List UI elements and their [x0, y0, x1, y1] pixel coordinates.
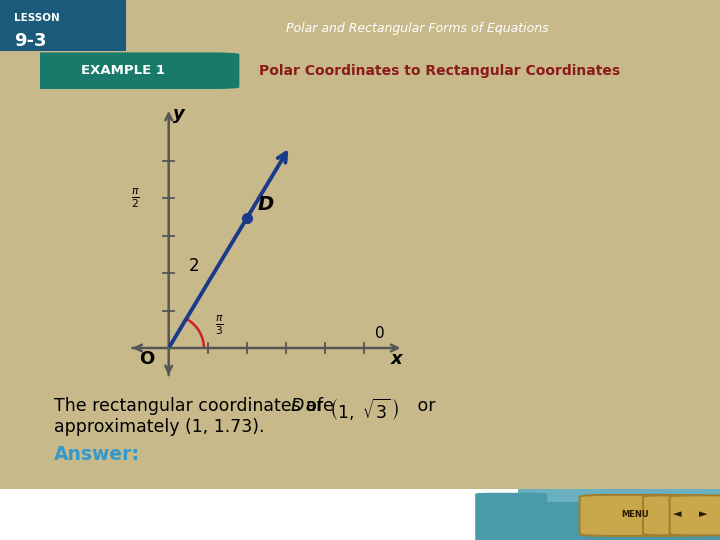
FancyBboxPatch shape: [580, 495, 691, 536]
Text: x: x: [391, 350, 402, 368]
Text: 2: 2: [189, 258, 199, 275]
FancyBboxPatch shape: [670, 495, 720, 535]
FancyBboxPatch shape: [475, 493, 547, 540]
Text: approximately (1, 1.73).: approximately (1, 1.73).: [54, 418, 264, 436]
Text: ►: ►: [699, 509, 708, 519]
Bar: [0, 489, 720, 502]
Text: $\left(1,\ \sqrt{3}\,\right)$: $\left(1,\ \sqrt{3}\,\right)$: [329, 397, 399, 423]
Text: y: y: [173, 105, 185, 123]
FancyBboxPatch shape: [0, 0, 126, 51]
Text: D: D: [290, 397, 304, 415]
Text: Polar Coordinates to Rectangular Coordinates: Polar Coordinates to Rectangular Coordin…: [258, 64, 620, 78]
Bar: [0, 489, 518, 540]
Text: The rectangular coordinates of: The rectangular coordinates of: [54, 397, 328, 415]
Text: Answer:: Answer:: [54, 446, 140, 464]
Text: or: or: [412, 397, 436, 415]
FancyBboxPatch shape: [7, 52, 239, 89]
Text: $\frac{\pi}{2}$: $\frac{\pi}{2}$: [132, 186, 140, 210]
Text: MENU: MENU: [621, 510, 649, 519]
Text: D: D: [258, 195, 274, 214]
Text: 9-3: 9-3: [14, 32, 47, 50]
Text: Polar and Rectangular Forms of Equations: Polar and Rectangular Forms of Equations: [287, 22, 549, 35]
Text: $\frac{\pi}{3}$: $\frac{\pi}{3}$: [215, 314, 224, 338]
Text: 0: 0: [375, 326, 384, 341]
Text: EXAMPLE 1: EXAMPLE 1: [81, 64, 166, 77]
FancyBboxPatch shape: [643, 495, 711, 535]
Text: are: are: [300, 397, 340, 415]
Text: ◄: ◄: [672, 509, 681, 519]
Text: LESSON: LESSON: [14, 13, 60, 23]
Text: O: O: [139, 350, 154, 368]
